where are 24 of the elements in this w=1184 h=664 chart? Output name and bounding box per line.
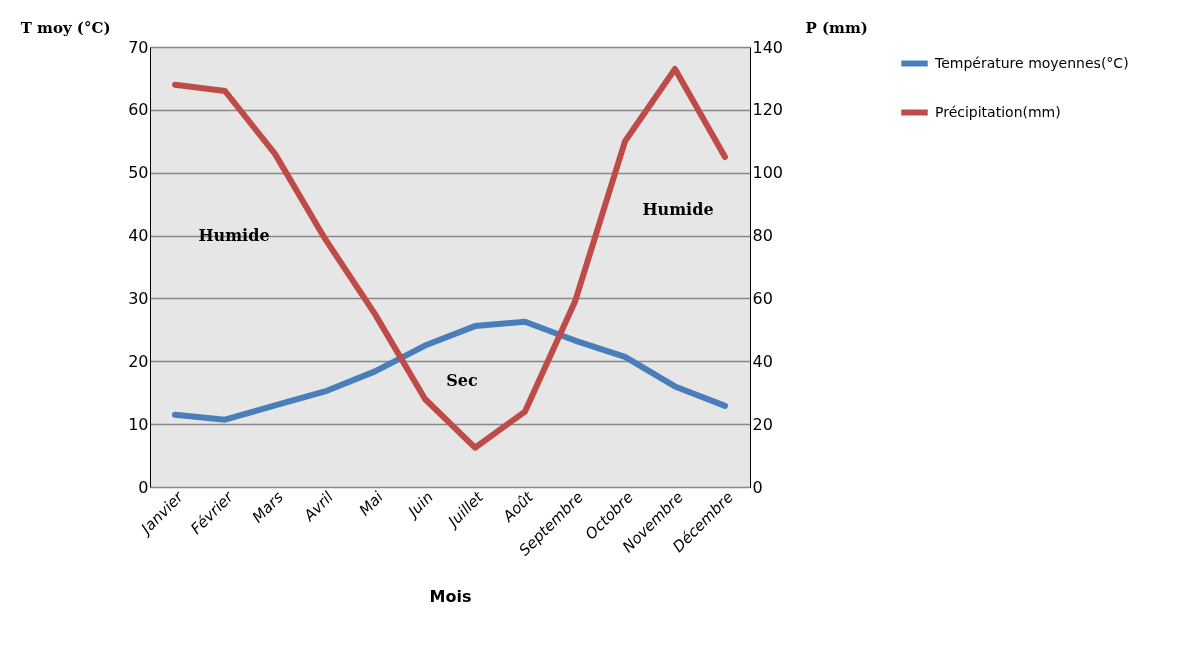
y2-tick-label: 40 [752, 351, 773, 371]
legend-label: Précipitation(mm) [935, 103, 1061, 120]
y2-tick-label: 20 [752, 414, 773, 434]
y-axis-title: T moy (°C) [20, 18, 111, 37]
y2-tick-label: 120 [752, 100, 784, 120]
annotation: Humide [642, 199, 714, 219]
y2-axis-title: P (mm) [805, 18, 868, 37]
y-tick-label: 20 [128, 351, 149, 371]
legend-label: Température moyennes(°C) [934, 54, 1129, 71]
y-tick-label: 0 [138, 477, 149, 497]
y-tick-label: 50 [128, 163, 149, 183]
y-tick-label: 60 [128, 100, 149, 120]
annotation: Sec [446, 371, 478, 391]
y2-tick-label: 60 [752, 288, 773, 308]
y-tick-label: 30 [128, 288, 149, 308]
x-axis-title: Mois [429, 586, 472, 606]
y2-tick-label: 100 [752, 163, 784, 183]
y-tick-label: 10 [128, 414, 149, 434]
y-tick-label: 70 [128, 37, 149, 57]
y-tick-label: 40 [128, 226, 149, 246]
y2-tick-label: 140 [752, 37, 784, 57]
y2-tick-label: 0 [752, 477, 763, 497]
annotation: Humide [198, 226, 270, 246]
y2-tick-label: 80 [752, 226, 773, 246]
